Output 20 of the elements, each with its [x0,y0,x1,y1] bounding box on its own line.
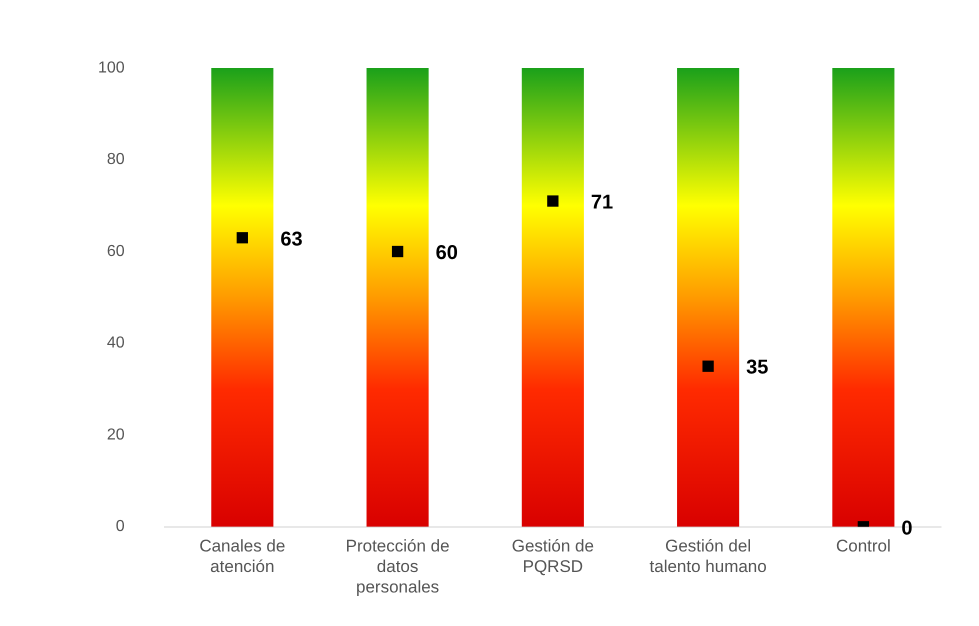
data-label: 35 [746,356,768,379]
y-tick-label: 60 [106,242,125,260]
point [392,246,404,258]
y-tick-label: 80 [106,151,125,168]
y-tick-label: 0 [116,518,125,536]
data-label: 0 [901,517,912,540]
point [236,232,248,244]
x-tick-label: Gestión de PQRSD [512,536,594,576]
x-tick-label: Protección de datos personales [346,536,450,596]
y-tick-label: 100 [98,59,125,76]
point [702,360,714,372]
y-tick-label: 40 [106,334,125,352]
y-tick-label: 20 [106,426,125,444]
x-tick-label: Canales de atención [199,536,286,576]
x-tick-label: Control [836,536,891,556]
x-tick-label: Gestión del talento humano [650,536,767,576]
data-label: 71 [590,192,614,214]
data-label: 60 [436,242,458,264]
data-label: 63 [280,228,303,250]
point [547,195,559,207]
